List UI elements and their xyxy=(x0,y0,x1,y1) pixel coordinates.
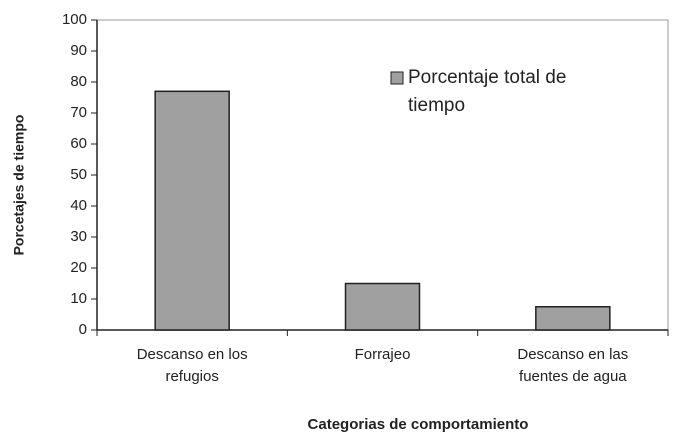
y-axis-label: Porcetajes de tiempo xyxy=(11,115,27,256)
x-tick-label: Descanso en los refugios xyxy=(136,346,248,385)
legend-swatch xyxy=(390,71,404,85)
bar xyxy=(535,306,611,331)
y-tick-label: 20 xyxy=(70,259,87,276)
y-tick-label: 10 xyxy=(70,290,87,307)
y-tick-label: 50 xyxy=(70,166,87,183)
y-tick-label: 100 xyxy=(62,11,87,28)
y-tick-label: 40 xyxy=(70,197,87,214)
x-axis-label: Categorias de comportamiento xyxy=(308,416,529,433)
y-tick-label: 80 xyxy=(70,73,87,90)
y-tick-label: 0 xyxy=(79,321,87,338)
legend-label: Porcentaje total de tiempo xyxy=(408,67,567,116)
x-tick-label: Descanso en las fuentes de agua xyxy=(517,346,629,385)
y-tick-label: 90 xyxy=(70,42,87,59)
bar xyxy=(154,90,230,331)
y-tick-label: 70 xyxy=(70,104,87,121)
y-tick-label: 60 xyxy=(70,135,87,152)
bar xyxy=(344,282,421,331)
y-tick-label: 30 xyxy=(70,228,87,245)
x-tick-label: Forrajeo xyxy=(354,346,411,363)
